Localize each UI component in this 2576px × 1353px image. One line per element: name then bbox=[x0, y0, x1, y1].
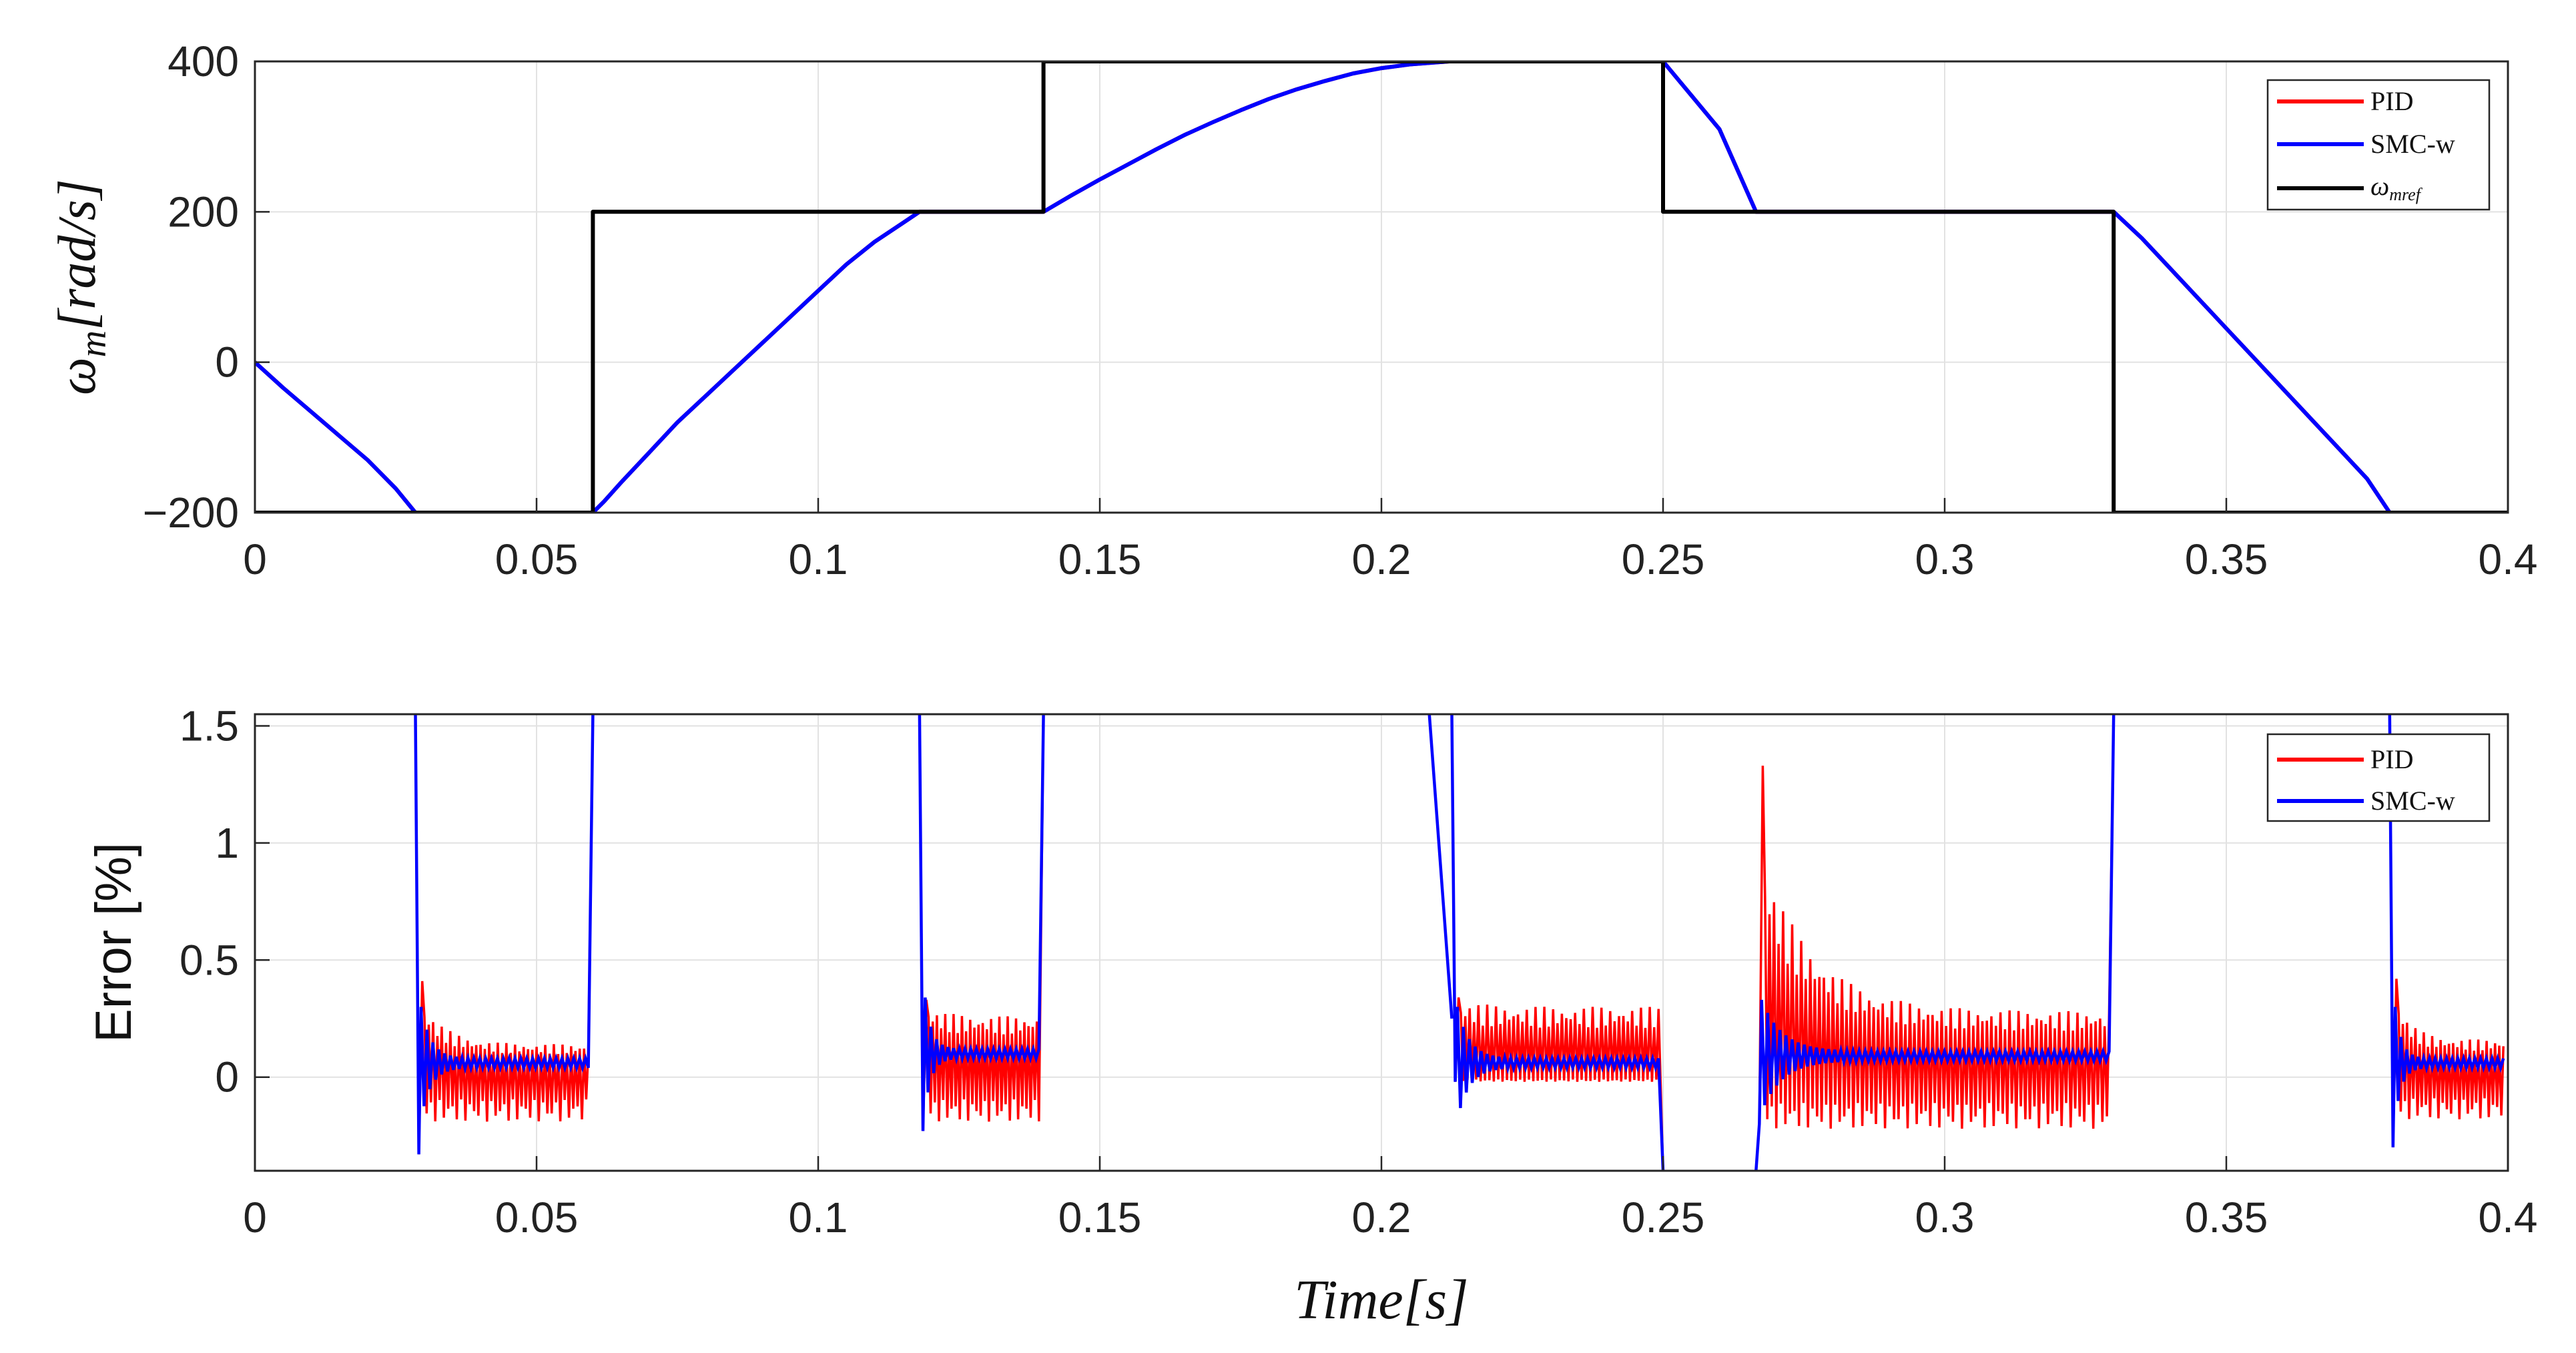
series-line-smc-w bbox=[255, 61, 2508, 513]
error-plot-x-tick-label: 0.15 bbox=[1058, 1193, 1142, 1242]
speed-plot-x-tick-label: 0 bbox=[243, 535, 267, 583]
speed-plot-x-tick-label: 0.4 bbox=[2479, 535, 2538, 583]
series-line-smc-w bbox=[1450, 714, 1665, 1171]
error-plot-y-tick-label: 0 bbox=[215, 1053, 239, 1101]
speed-plot-x-tick-label: 0.15 bbox=[1058, 535, 1142, 583]
error-plot-y-tick-label: 1 bbox=[215, 819, 239, 867]
error-plot-x-tick-label: 0 bbox=[243, 1193, 267, 1242]
legend-label-pid: PID bbox=[2370, 86, 2413, 116]
legend-label-pid: PID bbox=[2370, 744, 2413, 774]
legend-label-smc: SMC-w bbox=[2370, 129, 2455, 159]
series-line-smc-w bbox=[918, 714, 1045, 1131]
speed-plot-x-tick-label: 0.05 bbox=[495, 535, 579, 583]
speed-plot-x-tick-label: 0.2 bbox=[1352, 535, 1411, 583]
speed-plot-series bbox=[255, 61, 2508, 513]
series-line-smc-w bbox=[1754, 714, 2116, 1171]
error-plot-x-ticks: 0 0.05 0.1 0.15 0.2 0.25 0.3 0.35 0.4 bbox=[243, 1156, 2537, 1242]
series-line-pid bbox=[2388, 714, 2505, 1147]
speed-plot-y-label: ωm[rad/s] bbox=[48, 179, 114, 395]
error-plot-x-tick-label: 0.25 bbox=[1622, 1193, 1705, 1242]
error-plot-legend[interactable]: PID SMC-w bbox=[2266, 733, 2491, 822]
series-line-smc-w bbox=[1427, 714, 1454, 1019]
error-plot-y-tick-label: 1.5 bbox=[180, 702, 239, 750]
speed-plot-legend[interactable]: PID SMC-w ωmref bbox=[2266, 79, 2491, 211]
error-plot-series bbox=[414, 714, 2505, 1171]
legend-label-wmref: ωmref bbox=[2370, 171, 2423, 204]
error-plot-x-tick-label: 0.35 bbox=[2185, 1193, 2268, 1242]
error-plot-x-tick-label: 0.4 bbox=[2479, 1193, 2538, 1242]
series-line-pid bbox=[1754, 714, 2115, 1171]
speed-plot-y-tick-label: 400 bbox=[168, 37, 239, 85]
speed-plot-x-tick-label: 0.25 bbox=[1622, 535, 1705, 583]
error-plot-x-tick-label: 0.3 bbox=[1915, 1193, 1975, 1242]
legend-label-smc: SMC-w bbox=[2370, 786, 2455, 816]
speed-plot-y-ticks: −200 0 200 400 bbox=[143, 37, 270, 537]
series-line-smc-w bbox=[2388, 714, 2505, 1147]
error-plot-y-label: Error [%] bbox=[85, 842, 142, 1043]
legend-box bbox=[2266, 733, 2491, 822]
speed-plot-x-tick-label: 0.1 bbox=[789, 535, 848, 583]
speed-plot-x-tick-label: 0.35 bbox=[2185, 535, 2268, 583]
error-plot: 0 0.05 0.1 0.15 0.2 0.25 0.3 0.35 0.4 0 0.5 1 1.5 E… bbox=[85, 702, 2537, 1331]
error-plot-y-tick-label: 0.5 bbox=[180, 936, 239, 984]
error-plot-y-ticks: 0 0.5 1 1.5 bbox=[180, 702, 270, 1101]
error-plot-x-label: Time[s] bbox=[1294, 1269, 1468, 1331]
error-plot-x-tick-label: 0.2 bbox=[1352, 1193, 1411, 1242]
error-plot-x-tick-label: 0.1 bbox=[789, 1193, 848, 1242]
series-line-omega-mref bbox=[255, 61, 2508, 513]
speed-plot-x-tick-label: 0.3 bbox=[1915, 535, 1975, 583]
speed-plot-y-tick-label: −200 bbox=[143, 489, 239, 537]
error-plot-x-tick-label: 0.05 bbox=[495, 1193, 579, 1242]
speed-plot-x-ticks: 0 0.05 0.1 0.15 0.2 0.25 0.3 0.35 0.4 bbox=[243, 498, 2537, 583]
speed-plot-y-tick-label: 200 bbox=[168, 188, 239, 236]
speed-plot: 0 0.05 0.1 0.15 0.2 0.25 0.3 0.35 0.4 −200020040… bbox=[48, 37, 2537, 583]
series-line-pid bbox=[918, 714, 1045, 1131]
speed-plot-y-tick-label: 0 bbox=[215, 338, 239, 386]
series-line-smc-w bbox=[414, 714, 595, 1155]
